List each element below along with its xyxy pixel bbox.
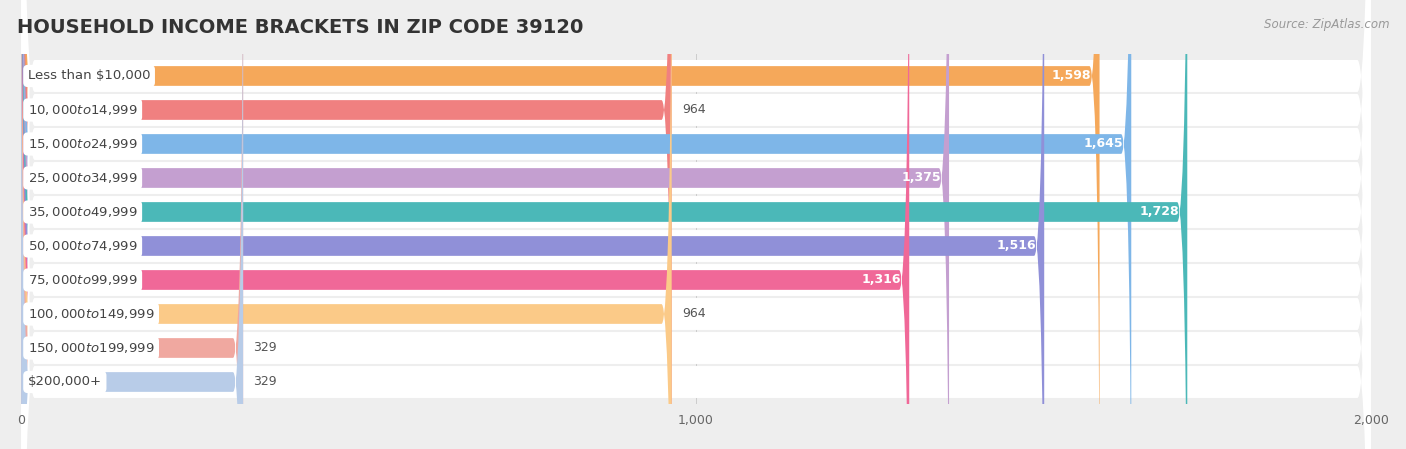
Text: 329: 329 [253, 375, 277, 388]
FancyBboxPatch shape [21, 0, 243, 449]
FancyBboxPatch shape [21, 0, 1371, 449]
FancyBboxPatch shape [21, 0, 1371, 449]
Text: 964: 964 [682, 103, 706, 116]
FancyBboxPatch shape [21, 0, 672, 449]
FancyBboxPatch shape [21, 0, 1045, 449]
Text: 1,516: 1,516 [997, 239, 1036, 252]
FancyBboxPatch shape [21, 0, 910, 449]
Text: $35,000 to $49,999: $35,000 to $49,999 [28, 205, 138, 219]
Text: 964: 964 [682, 308, 706, 321]
Text: Source: ZipAtlas.com: Source: ZipAtlas.com [1264, 18, 1389, 31]
FancyBboxPatch shape [21, 0, 1371, 449]
Text: $200,000+: $200,000+ [28, 375, 101, 388]
FancyBboxPatch shape [21, 0, 1371, 449]
Text: $10,000 to $14,999: $10,000 to $14,999 [28, 103, 138, 117]
Text: $50,000 to $74,999: $50,000 to $74,999 [28, 239, 138, 253]
FancyBboxPatch shape [21, 0, 1187, 449]
FancyBboxPatch shape [21, 0, 672, 449]
Text: 1,728: 1,728 [1139, 206, 1180, 219]
FancyBboxPatch shape [21, 0, 1371, 449]
Text: $25,000 to $34,999: $25,000 to $34,999 [28, 171, 138, 185]
FancyBboxPatch shape [21, 0, 1371, 449]
FancyBboxPatch shape [21, 0, 1099, 449]
Text: $150,000 to $199,999: $150,000 to $199,999 [28, 341, 155, 355]
Text: $100,000 to $149,999: $100,000 to $149,999 [28, 307, 155, 321]
FancyBboxPatch shape [21, 0, 243, 449]
Text: 1,645: 1,645 [1084, 137, 1123, 150]
FancyBboxPatch shape [21, 0, 949, 449]
FancyBboxPatch shape [21, 0, 1132, 449]
FancyBboxPatch shape [21, 0, 1371, 449]
FancyBboxPatch shape [21, 0, 1371, 449]
Text: 329: 329 [253, 342, 277, 355]
Text: $75,000 to $99,999: $75,000 to $99,999 [28, 273, 138, 287]
Text: $15,000 to $24,999: $15,000 to $24,999 [28, 137, 138, 151]
Text: 1,316: 1,316 [862, 273, 901, 286]
Text: 1,375: 1,375 [901, 172, 941, 185]
FancyBboxPatch shape [21, 0, 1371, 449]
FancyBboxPatch shape [21, 0, 1371, 449]
Text: HOUSEHOLD INCOME BRACKETS IN ZIP CODE 39120: HOUSEHOLD INCOME BRACKETS IN ZIP CODE 39… [17, 18, 583, 37]
Text: Less than $10,000: Less than $10,000 [28, 70, 150, 83]
Text: 1,598: 1,598 [1052, 70, 1091, 83]
